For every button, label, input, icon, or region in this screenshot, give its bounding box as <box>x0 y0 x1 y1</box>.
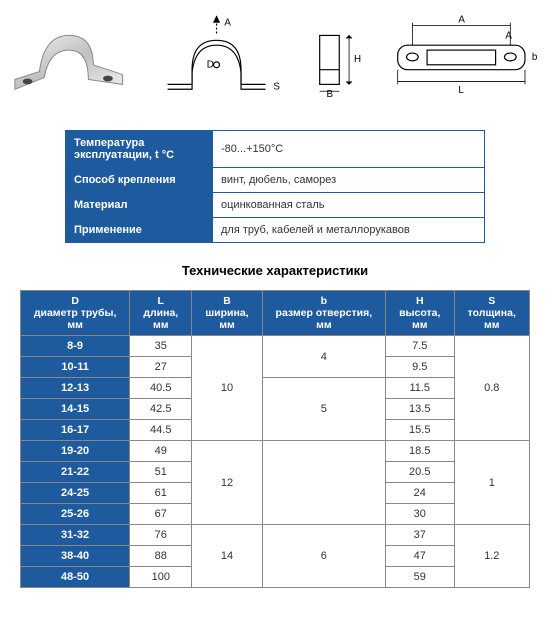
col-B: Bширина, мм <box>192 291 262 336</box>
cell-D: 10-11 <box>21 357 130 378</box>
cell-H: 47 <box>386 546 455 567</box>
cell-B: 10 <box>192 336 262 441</box>
info-value: для труб, кабелей и металлорукавов <box>213 218 485 243</box>
label-B: B <box>326 89 333 100</box>
info-label: Способ крепления <box>66 168 213 193</box>
cell-D: 21-22 <box>21 462 130 483</box>
cell-D: 31-32 <box>21 525 130 546</box>
cell-L: 67 <box>130 504 192 525</box>
col-D: Dдиаметр трубы, мм <box>21 291 130 336</box>
cell-L: 76 <box>130 525 192 546</box>
cell-L: 61 <box>130 483 192 504</box>
info-row: Температура эксплуатации, t °C -80...+15… <box>66 131 485 168</box>
info-row: Применение для труб, кабелей и металлору… <box>66 218 485 243</box>
info-label: Температура эксплуатации, t °C <box>66 131 213 168</box>
cell-D: 25-26 <box>21 504 130 525</box>
side-view-drawing: H B <box>305 10 364 100</box>
cell-L: 44.5 <box>130 420 192 441</box>
cell-H: 15.5 <box>386 420 455 441</box>
cell-H: 24 <box>386 483 455 504</box>
cell-S: 1.2 <box>454 525 529 588</box>
cell-S: 0.8 <box>454 336 529 441</box>
cell-L: 88 <box>130 546 192 567</box>
top-view-drawing: A L b A <box>383 10 540 100</box>
cell-L: 27 <box>130 357 192 378</box>
cell-D: 24-25 <box>21 483 130 504</box>
cell-b: 4 <box>262 336 385 378</box>
label-A: A <box>224 18 231 29</box>
cell-L: 100 <box>130 567 192 588</box>
spec-title: Технические характеристики <box>10 263 540 278</box>
clamp-photo-sketch <box>10 10 128 100</box>
cell-H: 13.5 <box>386 399 455 420</box>
info-value: -80...+150°C <box>213 131 485 168</box>
front-view-drawing: A D S <box>148 10 285 100</box>
table-row: 31-3276146371.2 <box>21 525 530 546</box>
col-b: bразмер отверстия, мм <box>262 291 385 336</box>
cell-H: 7.5 <box>386 336 455 357</box>
info-value: винт, дюбель, саморез <box>213 168 485 193</box>
info-row: Способ крепления винт, дюбель, саморез <box>66 168 485 193</box>
label-S: S <box>273 81 280 92</box>
label-L: L <box>459 85 465 96</box>
info-label: Применение <box>66 218 213 243</box>
cell-D: 14-15 <box>21 399 130 420</box>
col-S: Sтолщина, мм <box>454 291 529 336</box>
label-H: H <box>354 54 361 65</box>
cell-H: 9.5 <box>386 357 455 378</box>
label-A2: A <box>459 15 466 26</box>
cell-b <box>262 441 385 525</box>
cell-L: 35 <box>130 336 192 357</box>
cell-H: 37 <box>386 525 455 546</box>
label-D: D <box>206 60 213 71</box>
cell-D: 8-9 <box>21 336 130 357</box>
label-A3: A <box>506 30 513 41</box>
table-row: 12-1340.5511.5 <box>21 378 530 399</box>
table-row: 19-20491218.51 <box>21 441 530 462</box>
col-H: Hвысота, мм <box>386 291 455 336</box>
cell-H: 18.5 <box>386 441 455 462</box>
cell-D: 12-13 <box>21 378 130 399</box>
cell-H: 20.5 <box>386 462 455 483</box>
cell-D: 48-50 <box>21 567 130 588</box>
cell-L: 42.5 <box>130 399 192 420</box>
col-L: Lдлина, мм <box>130 291 192 336</box>
info-row: Материал оцинкованная сталь <box>66 193 485 218</box>
table-row: 8-9351047.50.8 <box>21 336 530 357</box>
cell-D: 38-40 <box>21 546 130 567</box>
cell-L: 51 <box>130 462 192 483</box>
info-value: оцинкованная сталь <box>213 193 485 218</box>
cell-S: 1 <box>454 441 529 525</box>
cell-H: 30 <box>386 504 455 525</box>
spec-table: Dдиаметр трубы, мм Lдлина, мм Bширина, м… <box>20 290 530 588</box>
info-label: Материал <box>66 193 213 218</box>
cell-L: 49 <box>130 441 192 462</box>
cell-H: 59 <box>386 567 455 588</box>
cell-B: 14 <box>192 525 262 588</box>
cell-L: 40.5 <box>130 378 192 399</box>
cell-D: 19-20 <box>21 441 130 462</box>
diagram-row: A D S H B <box>10 10 540 100</box>
cell-H: 11.5 <box>386 378 455 399</box>
label-b: b <box>532 52 538 63</box>
cell-b: 6 <box>262 525 385 588</box>
cell-B: 12 <box>192 441 262 525</box>
cell-b: 5 <box>262 378 385 441</box>
info-table: Температура эксплуатации, t °C -80...+15… <box>65 130 485 243</box>
cell-D: 16-17 <box>21 420 130 441</box>
